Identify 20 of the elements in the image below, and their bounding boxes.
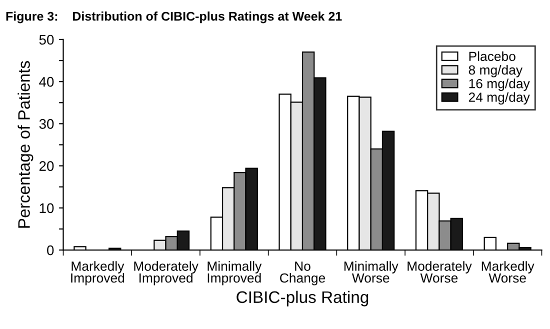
x-tick-label: Markedly Improved xyxy=(71,261,124,286)
x-tick-label: Markedly Worse xyxy=(482,261,534,283)
y-tick-label: 10 xyxy=(40,203,54,214)
x-tick-label: Moderately Improved xyxy=(134,261,198,286)
legend-label: 8 mg/day xyxy=(468,64,523,78)
legend-label: 24 mg/day xyxy=(468,92,530,105)
y-tick-label: 50 xyxy=(39,34,54,45)
x-tick-label: Minimally Worse xyxy=(344,261,398,283)
y-tick-label: 0 xyxy=(47,245,54,256)
x-tick-label: Minimally Improved xyxy=(208,261,262,286)
y-tick-label: 40 xyxy=(39,76,54,87)
legend-label: 16 mg/day xyxy=(469,78,530,91)
y-tick-label: 20 xyxy=(39,161,54,171)
y-tick-label: 30 xyxy=(39,119,54,129)
y-axis-title: Percentage of Patients xyxy=(18,61,34,228)
legend-label: Placebo xyxy=(469,51,516,62)
chart-title: Figure 3: Distribution of CIBIC-plus Ratings at Week 21 xyxy=(6,12,342,24)
x-axis-title: CIBIC-plus Rating xyxy=(236,290,368,306)
x-tick-label: No Change xyxy=(280,262,326,286)
x-tick-label: Moderately Worse xyxy=(408,261,472,283)
